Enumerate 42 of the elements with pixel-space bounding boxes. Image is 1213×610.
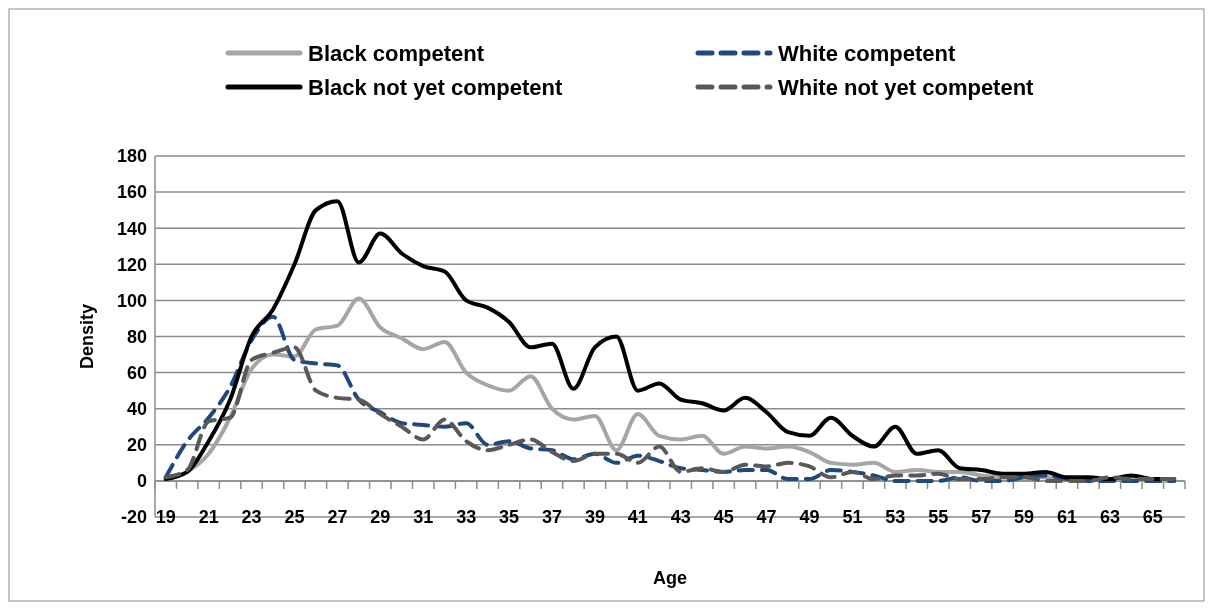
x-tick-label: 51 [842,507,863,528]
x-tick-label: 23 [241,507,262,528]
y-axis-title: Density [77,303,97,370]
legend-label: White not yet competent [778,74,1035,100]
y-tick-label: 140 [116,218,147,239]
x-tick-label: 53 [885,507,906,528]
y-tick-label: -20 [120,507,147,528]
legend-label: Black competent [308,40,485,66]
y-tick-label: 40 [126,399,147,419]
y-tick-label: 0 [136,471,147,492]
x-tick-label: 33 [456,507,477,528]
x-tick-label: 21 [198,507,219,528]
x-tick-label: 25 [284,507,305,528]
x-tick-label: 35 [499,507,520,528]
x-tick-label: 43 [670,507,691,528]
y-tick-label: 120 [116,254,147,275]
x-tick-label: 49 [799,507,820,528]
x-tick-label: 31 [413,507,434,528]
legend-label: White competent [778,40,956,66]
x-axis-title: Age [652,568,688,588]
x-tick-label: 59 [1014,507,1035,528]
legend-label: Black not yet competent [308,74,563,100]
y-tick-label: 60 [126,362,147,383]
x-tick-label: 27 [327,507,348,528]
x-tick-label: 29 [370,507,391,528]
x-tick-label: 39 [584,507,605,528]
x-tick-label: 55 [928,507,949,528]
y-tick-label: 100 [116,290,147,311]
y-tick-label: 180 [116,146,147,167]
y-tick-label: 80 [126,326,147,347]
x-tick-label: 19 [155,507,176,528]
x-tick-label: 45 [713,507,734,528]
x-tick-label: 65 [1142,507,1163,528]
line-series [163,345,1177,483]
x-tick-label: 47 [756,507,777,528]
x-tick-label: 37 [541,507,562,528]
x-tick-label: 41 [627,507,648,528]
y-tick-label: 160 [116,182,147,203]
x-tick-label: 63 [1099,507,1120,528]
x-tick-label: 57 [971,507,992,528]
y-tick-label: 20 [126,435,147,456]
x-tick-label: 61 [1056,507,1077,528]
